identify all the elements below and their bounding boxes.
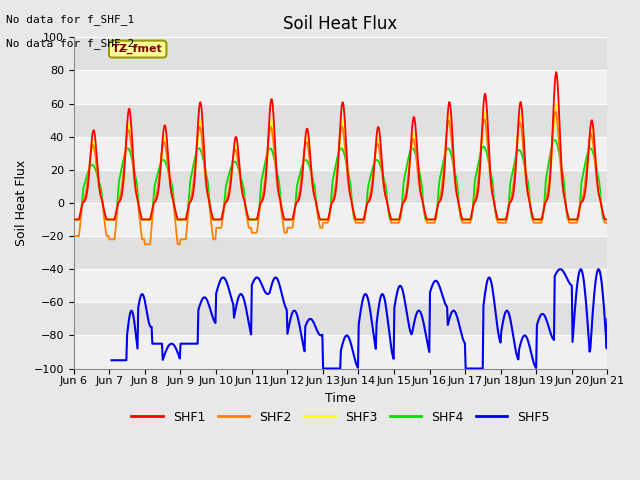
Bar [74,269,607,302]
X-axis label: Time: Time [325,392,356,405]
Bar [74,137,607,170]
SHF5 [405,324,413,330]
SHF3 [189,193,196,199]
SHF5 [134,305,142,311]
SHF1 [405,168,413,173]
SHF1 [70,216,77,222]
SHF5 [604,316,611,322]
SHF1 [421,209,429,215]
Title: Soil Heat Flux: Soil Heat Flux [284,15,397,33]
Bar [74,104,607,137]
Bar [74,236,607,269]
SHF4 [134,197,142,203]
SHF5 [217,277,225,283]
SHF3 [421,209,429,215]
SHF3 [552,101,560,107]
SHF1 [79,200,87,205]
SHF1 [217,216,225,222]
Text: No data for f_SHF_2: No data for f_SHF_2 [6,38,134,49]
SHF3 [134,199,142,205]
SHF3 [217,216,225,222]
SHF1 [189,194,196,200]
Bar [74,170,607,203]
SHF1 [552,69,560,75]
Text: No data for f_SHF_1: No data for f_SHF_1 [6,14,134,25]
SHF2 [141,241,148,247]
SHF3 [70,216,77,222]
Bar [74,37,607,71]
SHF4 [217,216,225,222]
SHF4 [70,216,77,222]
SHF3 [405,170,413,176]
SHF5 [421,326,429,332]
SHF2 [70,233,77,239]
Bar [74,336,607,369]
SHF2 [134,202,142,208]
Bar [74,71,607,104]
SHF3 [79,199,87,205]
SHF2 [79,198,87,204]
SHF3 [604,216,611,222]
Line: SHF5: SHF5 [111,269,607,369]
Line: SHF2: SHF2 [74,111,607,244]
Text: TZ_fmet: TZ_fmet [113,44,163,54]
SHF1 [134,200,142,206]
Line: SHF3: SHF3 [74,104,607,219]
SHF1 [604,216,611,222]
Bar [74,302,607,336]
Legend: SHF1, SHF2, SHF3, SHF4, SHF5: SHF1, SHF2, SHF3, SHF4, SHF5 [127,406,555,429]
SHF2 [552,108,559,114]
SHF4 [405,152,413,157]
SHF5 [189,341,196,347]
Line: SHF1: SHF1 [74,72,607,219]
SHF2 [406,155,414,161]
Y-axis label: Soil Heat Flux: Soil Heat Flux [15,160,28,246]
SHF2 [422,215,429,220]
SHF2 [604,220,611,226]
Line: SHF4: SHF4 [74,140,607,219]
Bar [74,203,607,236]
SHF4 [604,216,611,222]
SHF2 [189,182,197,188]
SHF4 [189,168,196,173]
SHF4 [551,137,559,143]
SHF4 [79,185,87,191]
SHF2 [218,225,225,230]
SHF4 [421,214,429,219]
